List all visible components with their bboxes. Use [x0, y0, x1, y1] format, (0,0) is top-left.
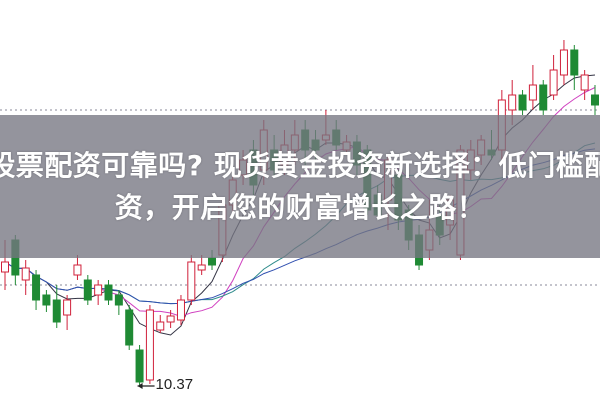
low-arrow-head — [137, 383, 143, 389]
candle-up — [94, 284, 103, 296]
candle-down — [518, 94, 527, 111]
candle-up — [187, 261, 196, 301]
candle-up — [73, 264, 82, 276]
candle-up — [508, 94, 517, 111]
candle-up — [145, 309, 154, 381]
candle-up — [580, 74, 589, 91]
candle-up — [166, 315, 175, 323]
candle-down — [83, 279, 92, 301]
candle-up — [197, 264, 206, 271]
candle-down — [32, 274, 41, 301]
headline-line-1: 股票配资可靠吗? 现货黄金投资新选择：低门槛配 — [0, 148, 600, 182]
candle-down — [104, 284, 113, 301]
headline-line-2: 资，开启您的财富增长之路！ — [114, 190, 486, 224]
candle-down — [135, 349, 144, 383]
candle-down — [42, 294, 51, 306]
candle-down — [570, 49, 579, 76]
candle-up — [63, 299, 72, 316]
candle-down — [114, 294, 123, 306]
candle-up — [1, 261, 9, 273]
candle-up — [156, 321, 165, 331]
candle-up — [21, 267, 30, 281]
headline-banner: 股票配资可靠吗? 现货黄金投资新选择：低门槛配 资，开启您的财富增长之路！ — [0, 115, 600, 258]
candle-up — [528, 84, 537, 101]
candle-down — [539, 84, 548, 111]
candle-up — [559, 49, 568, 76]
candle-down — [125, 309, 134, 346]
candle-down — [52, 299, 61, 323]
candle-down — [208, 257, 217, 266]
candle-up — [549, 69, 558, 96]
candle-down — [591, 94, 599, 106]
candle-up — [176, 299, 185, 321]
low-price-label: 10.37 — [155, 376, 194, 393]
